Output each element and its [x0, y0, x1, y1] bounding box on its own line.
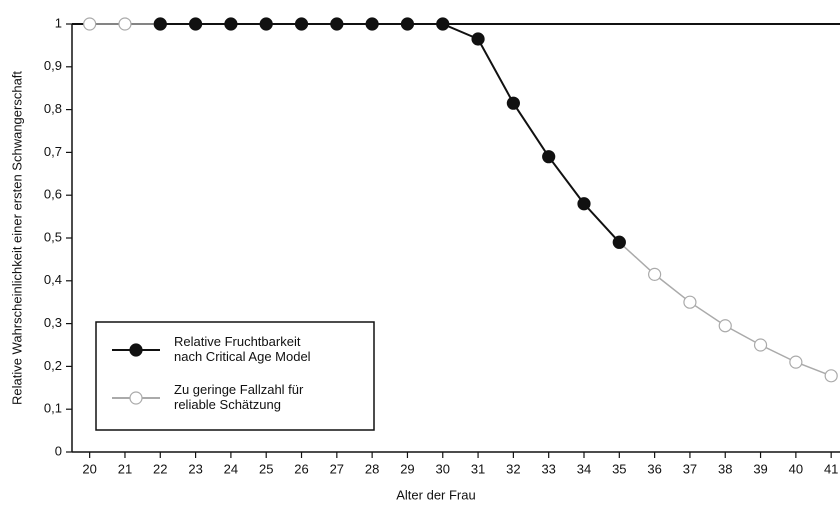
x-tick-label: 29 — [400, 461, 414, 476]
data-point — [612, 235, 626, 249]
legend-label: Zu geringe Fallzahl für reliable Schätzu… — [174, 382, 304, 412]
y-tick-label: 0,7 — [44, 144, 62, 159]
legend-box — [95, 321, 375, 431]
y-tick-label: 0,2 — [44, 358, 62, 373]
data-point — [365, 17, 379, 31]
legend-label: Relative Fruchtbarkeit nach Critical Age… — [174, 334, 311, 364]
x-tick-label: 30 — [436, 461, 450, 476]
x-tick-label: 32 — [506, 461, 520, 476]
data-point — [683, 295, 697, 309]
data-point — [718, 319, 732, 333]
data-point — [542, 150, 556, 164]
y-tick-label: 0,5 — [44, 229, 62, 244]
data-point — [648, 267, 662, 281]
data-point — [83, 17, 97, 31]
legend-marker — [129, 343, 143, 357]
data-point — [400, 17, 415, 31]
y-tick-label: 0,4 — [44, 272, 62, 287]
x-tick-label: 34 — [577, 461, 591, 476]
x-tick-label: 31 — [471, 461, 485, 476]
y-tick-label: 0,3 — [44, 315, 62, 330]
x-tick-label: 33 — [541, 461, 555, 476]
x-tick-label: 37 — [683, 461, 697, 476]
x-tick-label: 25 — [259, 461, 273, 476]
data-point — [824, 369, 838, 383]
y-tick-label: 1 — [55, 15, 62, 30]
y-tick-label: 0,8 — [44, 101, 62, 116]
data-point — [506, 96, 520, 110]
x-tick-label: 36 — [647, 461, 661, 476]
data-point — [259, 17, 273, 31]
x-tick-label: 20 — [82, 461, 96, 476]
data-point — [753, 338, 768, 352]
x-axis-label: Alter der Frau — [396, 487, 475, 502]
data-point — [224, 17, 238, 31]
y-tick-label: 0,9 — [44, 58, 62, 73]
x-tick-label: 28 — [365, 461, 379, 476]
x-tick-label: 35 — [612, 461, 626, 476]
legend-marker — [129, 391, 143, 405]
x-tick-label: 22 — [153, 461, 167, 476]
data-point — [577, 197, 591, 211]
x-tick-label: 27 — [330, 461, 344, 476]
series-line — [160, 23, 621, 243]
data-point — [436, 17, 450, 31]
y-axis-label: Relative Wahrscheinlichkeit einer ersten… — [9, 71, 24, 405]
x-tick-label: 26 — [294, 461, 308, 476]
data-point — [188, 17, 203, 31]
x-tick-label: 23 — [188, 461, 202, 476]
x-tick-label: 21 — [118, 461, 132, 476]
data-point — [789, 355, 803, 369]
x-tick-label: 41 — [824, 461, 838, 476]
x-tick-label: 39 — [753, 461, 767, 476]
data-point — [118, 17, 132, 31]
data-point — [471, 32, 485, 46]
data-point — [330, 17, 344, 31]
y-tick-label: 0 — [55, 443, 62, 458]
y-tick-label: 0,1 — [44, 401, 62, 416]
x-tick-label: 40 — [789, 461, 803, 476]
x-tick-label: 24 — [224, 461, 238, 476]
data-point — [294, 17, 309, 31]
data-point — [153, 17, 167, 31]
x-tick-label: 38 — [718, 461, 732, 476]
y-tick-label: 0,6 — [44, 187, 62, 202]
